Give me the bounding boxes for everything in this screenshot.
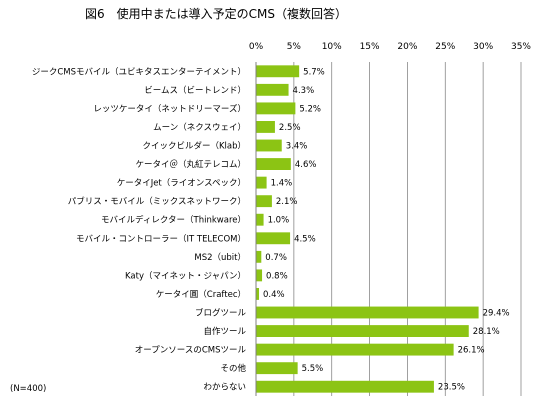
data-label: 2.5% [279,123,301,133]
data-label: 26.1% [458,346,485,356]
category-label: ケータイJet（ライオンスペック） [117,178,246,189]
sample-size-note: (N=400) [10,384,46,394]
data-label: 4.3% [293,86,315,96]
category-label: その他 [220,363,246,374]
category-label: 自作ツール [203,326,246,337]
data-label: 29.4% [483,309,510,319]
category-label: ケータイ圓（Craftec） [156,289,246,300]
category-label: Katy（マイネット・ジャパン） [125,270,246,281]
x-tick-label: 0% [249,42,264,52]
data-label: 4.5% [294,234,316,244]
bar [256,306,479,319]
data-label: 5.2% [299,104,321,114]
category-label: クイックビルダー（Klab） [142,141,246,152]
bar [256,380,434,393]
bar [256,65,300,78]
bar [256,362,298,375]
category-label: ジークCMSモバイル（ユビキタスエンターテイメント） [32,66,246,77]
category-label: ケータイ＠（丸紅テレコム） [135,159,246,170]
category-label: ビームス（ビートレンド） [144,85,246,96]
bars [256,65,479,393]
bar [256,250,262,263]
chart-title: 図6 使用中または導入予定のCMS（複数回答） [85,6,347,21]
data-label: 23.5% [438,383,465,393]
x-tick-label: 35% [511,42,531,52]
x-tick-label: 15% [360,42,380,52]
category-label: モバイルディレクター（Thinkware） [101,215,246,226]
bar [256,325,469,337]
data-label: 0.8% [266,271,288,281]
category-label: オープンソースのCMSツール [135,346,247,356]
data-label: 2.1% [276,197,298,207]
data-label: 4.6% [295,160,317,170]
data-label: 5.7% [303,67,325,77]
category-labels: ジークCMSモバイル（ユビキタスエンターテイメント） ビームス（ビートレンド） レッ… [32,66,247,392]
category-label: ムーン（ネクスウェイ） [153,122,246,133]
x-axis-ticks: 0% 5% 10% 15% 20% 25% 30% 35% [249,42,532,52]
x-tick-label: 20% [397,42,417,52]
bar [256,102,296,115]
category-label: レッツケータイ（ネットドリーマーズ） [93,103,246,114]
category-label: ブログツール [195,308,247,319]
category-label: パブリス・モバイル（ミックスネットワーク） [68,196,246,207]
data-label: 28.1% [473,327,500,337]
data-label: 0.7% [265,253,287,263]
bar [256,158,291,170]
x-tick-label: 10% [322,42,342,52]
bar [256,269,263,282]
data-label: 1.0% [268,216,290,226]
bar [256,232,291,245]
bar [256,139,282,152]
data-labels: 5.7% 4.3% 5.2% 2.5% 3.4% 4.6%1.4% 2.1% 1.0% 4.5%… [263,67,510,392]
bar [256,343,454,356]
bar [256,213,264,226]
category-label: わからない [203,383,246,393]
gridlines [293,62,522,396]
x-tick-label: 30% [473,42,493,52]
category-label: モバイル・コントローラー（IT TELECOM） [76,233,246,244]
bar [256,121,275,133]
bar [256,195,272,208]
category-label: MS2（ubit） [194,252,246,263]
bar [256,176,267,189]
data-label: 5.5% [302,364,324,374]
bar [256,83,289,96]
data-label: 0.4% [263,290,285,300]
data-label: 3.4% [286,142,308,152]
data-label: 1.4% [271,179,293,189]
x-tick-label: 5% [287,42,302,52]
bar [256,288,260,300]
x-tick-label: 25% [435,42,455,52]
